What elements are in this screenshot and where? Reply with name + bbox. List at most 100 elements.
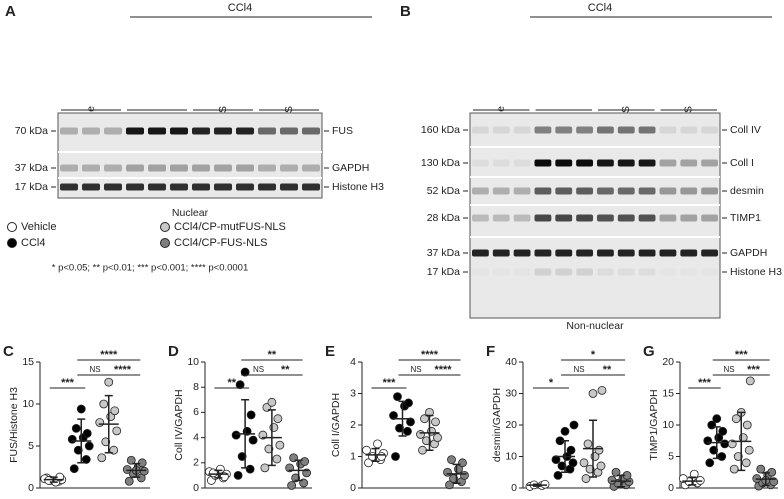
blot-caption: Nuclear (172, 207, 209, 219)
band (104, 183, 122, 191)
data-point (594, 445, 604, 455)
y-tick-label: 30 (505, 387, 517, 399)
data-point (406, 417, 415, 427)
band (576, 126, 593, 134)
band-label: TIMP1 (730, 212, 761, 224)
data-point (458, 458, 467, 468)
data-point (712, 414, 722, 424)
data-point (703, 436, 713, 446)
marker-label: 37 kDa (15, 162, 48, 174)
data-point (82, 428, 92, 438)
data-point (404, 398, 413, 408)
marker-label: 52 kDa (427, 185, 460, 197)
data-point (395, 423, 404, 433)
band (534, 268, 552, 276)
data-point (300, 457, 310, 466)
band (701, 126, 718, 134)
significance-label: * (549, 377, 554, 389)
significance-label: ** (603, 364, 612, 376)
significance-label: NS (89, 365, 100, 374)
data-point (689, 469, 699, 479)
significance-label: *** (383, 377, 397, 389)
y-tick-label: 8 (193, 381, 199, 393)
band (638, 249, 656, 257)
significance-label: **** (114, 364, 132, 376)
significance-note: * p<0.05; ** p<0.01; *** p<0.001; **** p… (52, 263, 249, 274)
band (472, 126, 489, 134)
band (701, 269, 718, 276)
significance-label: NS (410, 365, 421, 374)
band (492, 214, 510, 222)
band (701, 187, 718, 195)
data-point (718, 426, 728, 436)
band (659, 159, 677, 167)
data-point (551, 455, 561, 465)
band-label: Coll IV (730, 124, 761, 136)
data-point (611, 467, 621, 477)
data-point (81, 455, 91, 464)
band (617, 126, 635, 134)
data-point (272, 454, 282, 464)
significance-label: NS (723, 365, 734, 374)
band (280, 183, 298, 191)
data-point (443, 467, 452, 477)
data-point (71, 423, 81, 433)
data-point (579, 458, 589, 468)
y-tick-label: 2 (350, 419, 356, 431)
band (659, 249, 677, 257)
data-point (540, 479, 550, 489)
data-point (101, 437, 111, 447)
y-axis-label: FUS/Histone H3 (8, 387, 20, 463)
y-tick-label: 15 (22, 356, 34, 368)
marker-label: 17 kDa (15, 181, 48, 193)
y-tick-label: 0 (193, 482, 199, 494)
band (513, 249, 531, 257)
data-point (275, 440, 285, 450)
data-point (431, 417, 440, 427)
data-point (607, 475, 617, 485)
data-point (588, 389, 598, 398)
band (617, 268, 635, 276)
band (597, 187, 614, 195)
marker-label: 160 kDa (421, 124, 460, 136)
data-point (553, 470, 563, 480)
data-point (373, 439, 382, 449)
data-point (260, 463, 270, 473)
group-label: CCl4 (228, 2, 252, 14)
data-point (393, 392, 402, 402)
data-point (391, 452, 400, 461)
band (170, 127, 188, 135)
band (576, 268, 593, 276)
data-point (240, 367, 250, 377)
band (680, 249, 698, 257)
band (192, 183, 210, 191)
band-label: GAPDH (332, 162, 369, 174)
band (680, 187, 698, 195)
band (659, 214, 677, 222)
band (214, 183, 232, 191)
data-point (237, 452, 247, 461)
significance-label: ** (268, 349, 277, 361)
data-point (433, 433, 442, 443)
data-point (248, 435, 258, 445)
y-axis-label: TIMP1/GAPDH (648, 389, 660, 460)
band (60, 183, 78, 191)
data-point (69, 464, 79, 474)
band (617, 249, 635, 257)
band (82, 183, 100, 191)
band (104, 127, 122, 135)
band (60, 127, 78, 135)
y-tick-label: 4 (350, 356, 356, 368)
band (617, 214, 635, 222)
data-point (269, 423, 279, 432)
legend-label: Vehicle (21, 221, 56, 233)
band (126, 183, 144, 191)
band (280, 127, 298, 135)
band (280, 164, 298, 172)
band (576, 187, 593, 195)
data-point (717, 452, 727, 461)
data-point (235, 380, 245, 390)
band (513, 159, 531, 167)
data-point (362, 445, 371, 455)
